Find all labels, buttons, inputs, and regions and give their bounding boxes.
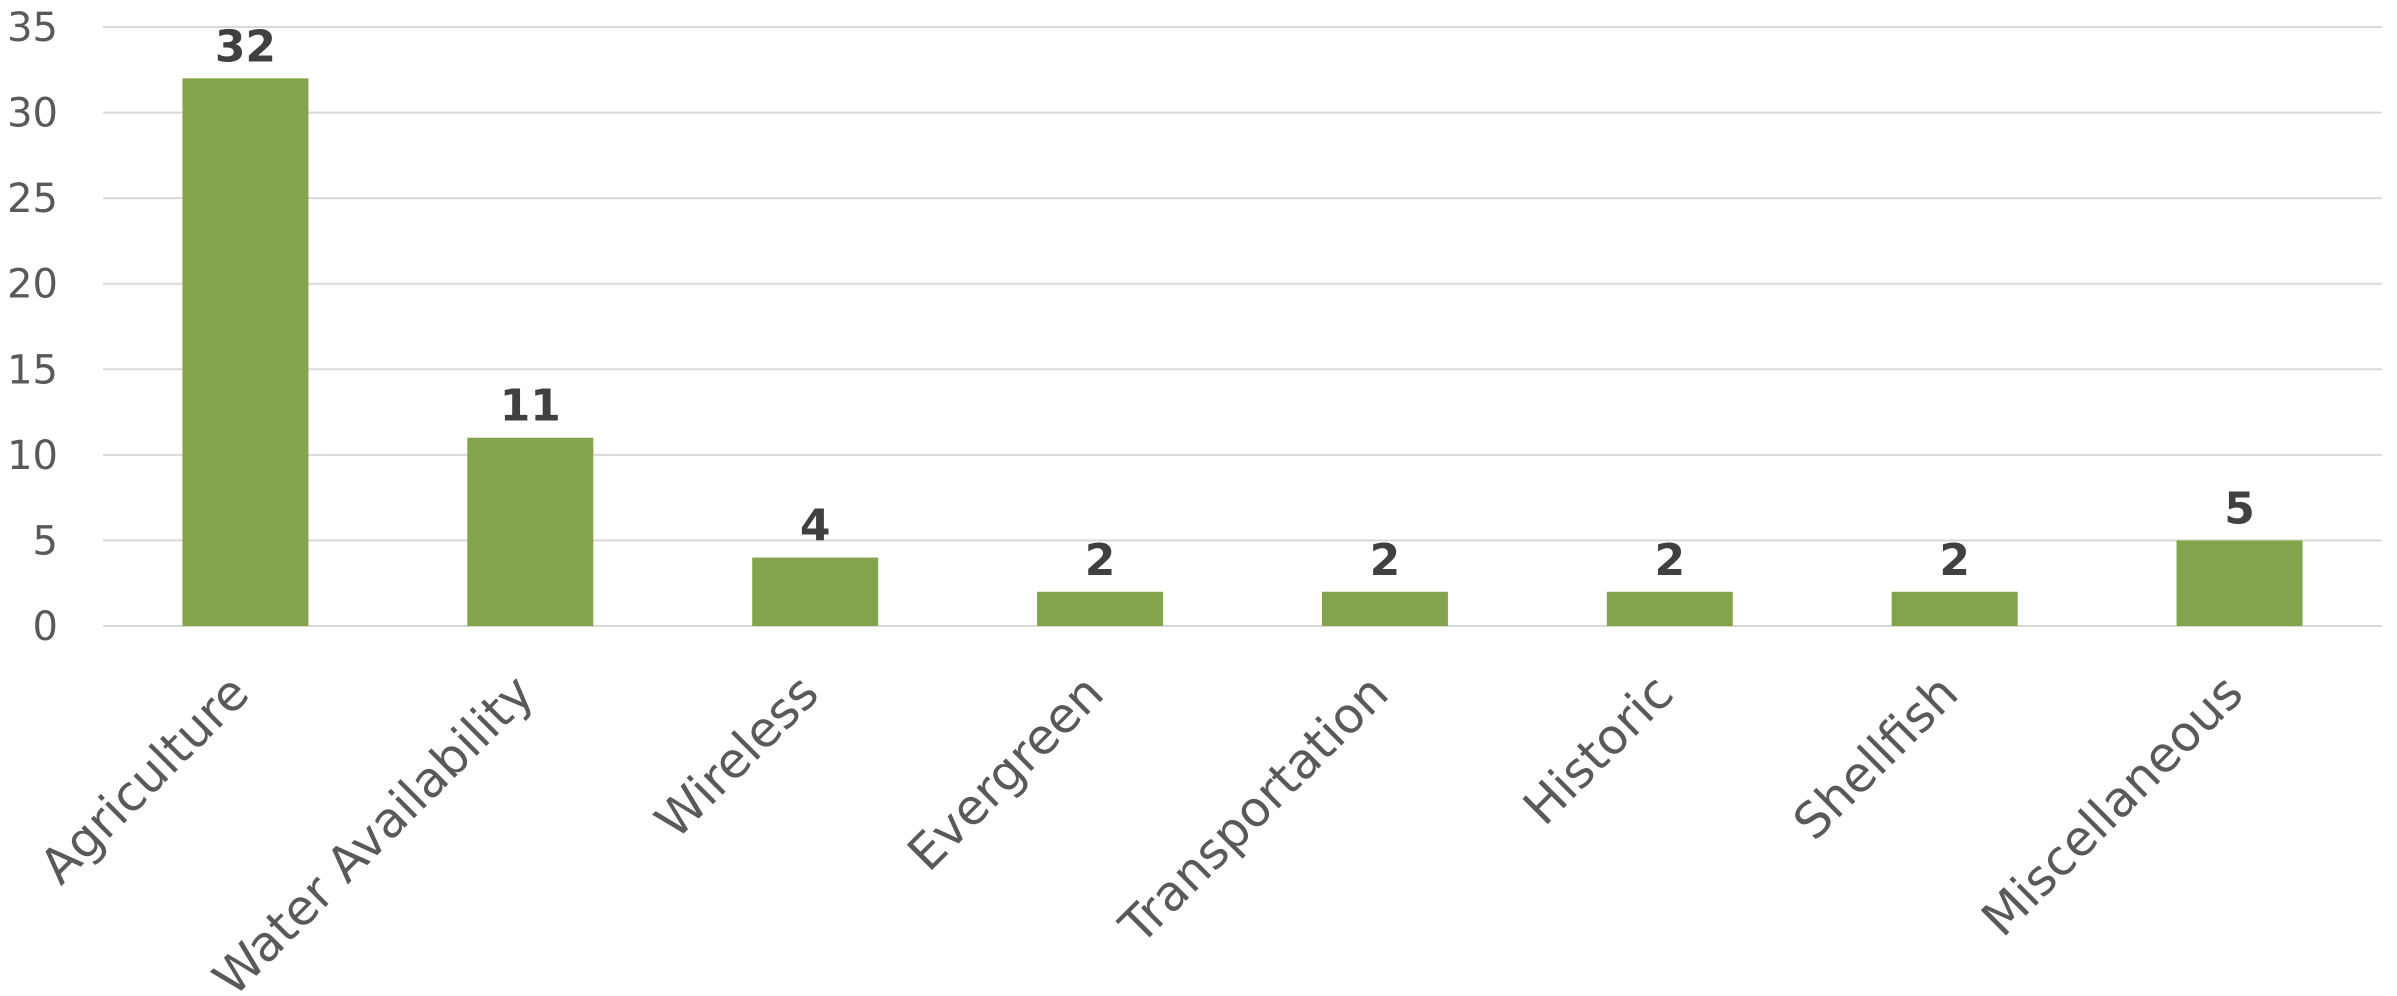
x-tick-label: Transportation	[1108, 664, 1399, 955]
y-tick-label: 15	[7, 347, 58, 393]
y-tick-label: 30	[7, 91, 58, 137]
x-tick-label: Evergreen	[897, 664, 1115, 882]
data-label: 32	[215, 21, 276, 72]
y-tick-label: 10	[7, 433, 58, 479]
y-tick-label: 35	[7, 5, 58, 51]
data-label: 2	[1939, 535, 1970, 586]
data-label: 2	[1655, 535, 1686, 586]
bars	[182, 78, 2303, 627]
bar-agriculture	[182, 78, 309, 627]
y-axis-tick-labels: 0 5 10 15 20 25 30 35	[7, 5, 58, 650]
bar-miscellaneous	[2176, 540, 2303, 626]
data-label: 11	[500, 381, 561, 432]
x-tick-label: Wireless	[644, 664, 829, 849]
bar-evergreen	[1037, 591, 1164, 626]
bar-wireless	[752, 557, 879, 626]
bar-shellfish	[1891, 591, 2018, 626]
x-tick-label: Agriculture	[29, 664, 260, 895]
data-label: 2	[1370, 535, 1401, 586]
bar-historic	[1606, 591, 1733, 626]
data-label: 2	[1085, 535, 1116, 586]
gridlines	[103, 26, 2382, 627]
data-labels: 32 11 4 2 2 2 2 5	[215, 21, 2255, 585]
y-tick-label: 5	[33, 518, 58, 564]
x-tick-label: Water Availability	[202, 664, 545, 996]
y-tick-label: 20	[7, 262, 58, 308]
x-tick-label: Miscellaneous	[1971, 664, 2254, 947]
bar-water-availability	[467, 437, 594, 626]
x-tick-label: Historic	[1513, 664, 1685, 836]
y-tick-label: 25	[7, 176, 58, 222]
x-tick-label: Shellfish	[1783, 664, 1970, 851]
y-tick-label: 0	[33, 604, 58, 650]
bar-transportation	[1321, 591, 1448, 626]
data-label: 5	[2224, 483, 2255, 534]
data-label: 4	[800, 501, 831, 552]
